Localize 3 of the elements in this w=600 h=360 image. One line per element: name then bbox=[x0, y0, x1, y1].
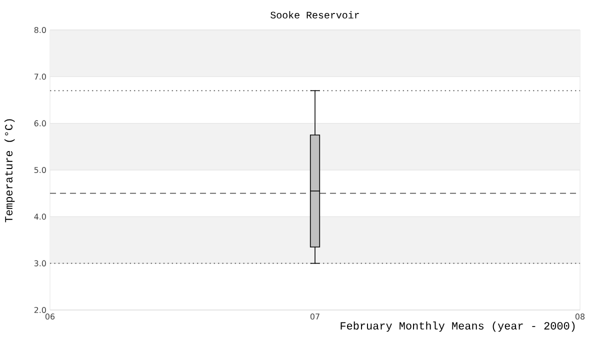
x-axis-title: February Monthly Means (year - 2000) bbox=[340, 322, 575, 332]
chart-title: Sooke Reservoir bbox=[270, 11, 359, 18]
y-axis-title: Temperature (°C) bbox=[4, 119, 15, 222]
